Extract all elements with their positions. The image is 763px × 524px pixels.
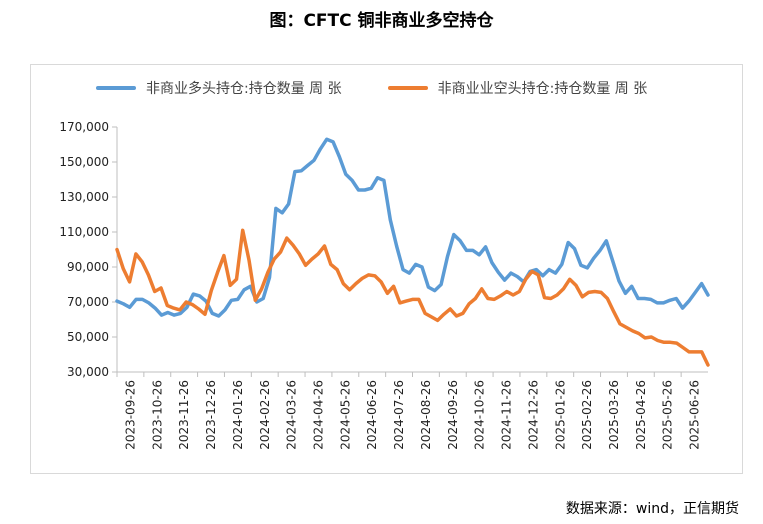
y-tick-label: 90,000 xyxy=(67,260,109,274)
x-tick-label: 2024-08-26 xyxy=(419,380,433,450)
x-tick-label: 2024-02-26 xyxy=(258,380,272,450)
chart-frame xyxy=(30,64,743,474)
x-tick-label: 2023-11-26 xyxy=(177,380,191,450)
x-tick-label: 2025-04-26 xyxy=(634,380,648,450)
x-tick-label: 2024-05-26 xyxy=(338,380,352,450)
y-tick-label: 30,000 xyxy=(67,365,109,379)
source-note: 数据来源：wind，正信期货 xyxy=(565,501,739,517)
x-tick-label: 2024-07-26 xyxy=(392,380,406,450)
y-tick-label: 70,000 xyxy=(67,295,109,309)
x-tick-label: 2025-03-26 xyxy=(607,380,621,450)
x-tick-label: 2025-01-26 xyxy=(553,380,567,450)
x-tick-label: 2025-02-26 xyxy=(580,380,594,450)
x-tick-label: 2024-01-26 xyxy=(231,380,245,450)
x-tick-label: 2024-10-26 xyxy=(473,380,487,450)
x-tick-label: 2024-11-26 xyxy=(500,380,514,450)
x-tick-label: 2024-03-26 xyxy=(285,380,299,450)
legend: 非商业多头持仓:持仓数量 周 张 非商业业空头持仓:持仓数量 周 张 xyxy=(96,78,647,98)
y-tick-label: 50,000 xyxy=(67,330,109,344)
y-tick-label: 130,000 xyxy=(59,190,109,204)
legend-item-long: 非商业多头持仓:持仓数量 周 张 xyxy=(96,78,342,98)
x-tick-label: 2024-04-26 xyxy=(311,380,325,450)
x-tick-label: 2024-09-26 xyxy=(446,380,460,450)
y-tick-label: 170,000 xyxy=(59,120,109,134)
long-position-line xyxy=(115,137,710,318)
legend-item-short: 非商业业空头持仓:持仓数量 周 张 xyxy=(387,78,648,98)
x-tick-label: 2023-10-26 xyxy=(150,380,164,450)
legend-swatch-long xyxy=(96,86,136,90)
x-tick-label: 2025-06-26 xyxy=(688,380,702,450)
legend-swatch-short xyxy=(387,86,428,90)
y-tick-label: 110,000 xyxy=(59,225,109,239)
x-tick-label: 2023-09-26 xyxy=(123,380,137,450)
x-tick-label: 2025-05-26 xyxy=(661,380,675,450)
short-position-line xyxy=(115,228,710,367)
legend-label-short: 非商业业空头持仓:持仓数量 周 张 xyxy=(437,81,648,97)
x-tick-label: 2024-12-26 xyxy=(526,380,540,450)
x-tick-label: 2023-12-26 xyxy=(204,380,218,450)
chart-title: 图：CFTC 铜非商业多空持仓 xyxy=(269,11,494,31)
x-tick-label: 2024-06-26 xyxy=(365,380,379,450)
legend-label-long: 非商业多头持仓:持仓数量 周 张 xyxy=(146,81,342,97)
y-tick-label: 150,000 xyxy=(59,155,109,169)
